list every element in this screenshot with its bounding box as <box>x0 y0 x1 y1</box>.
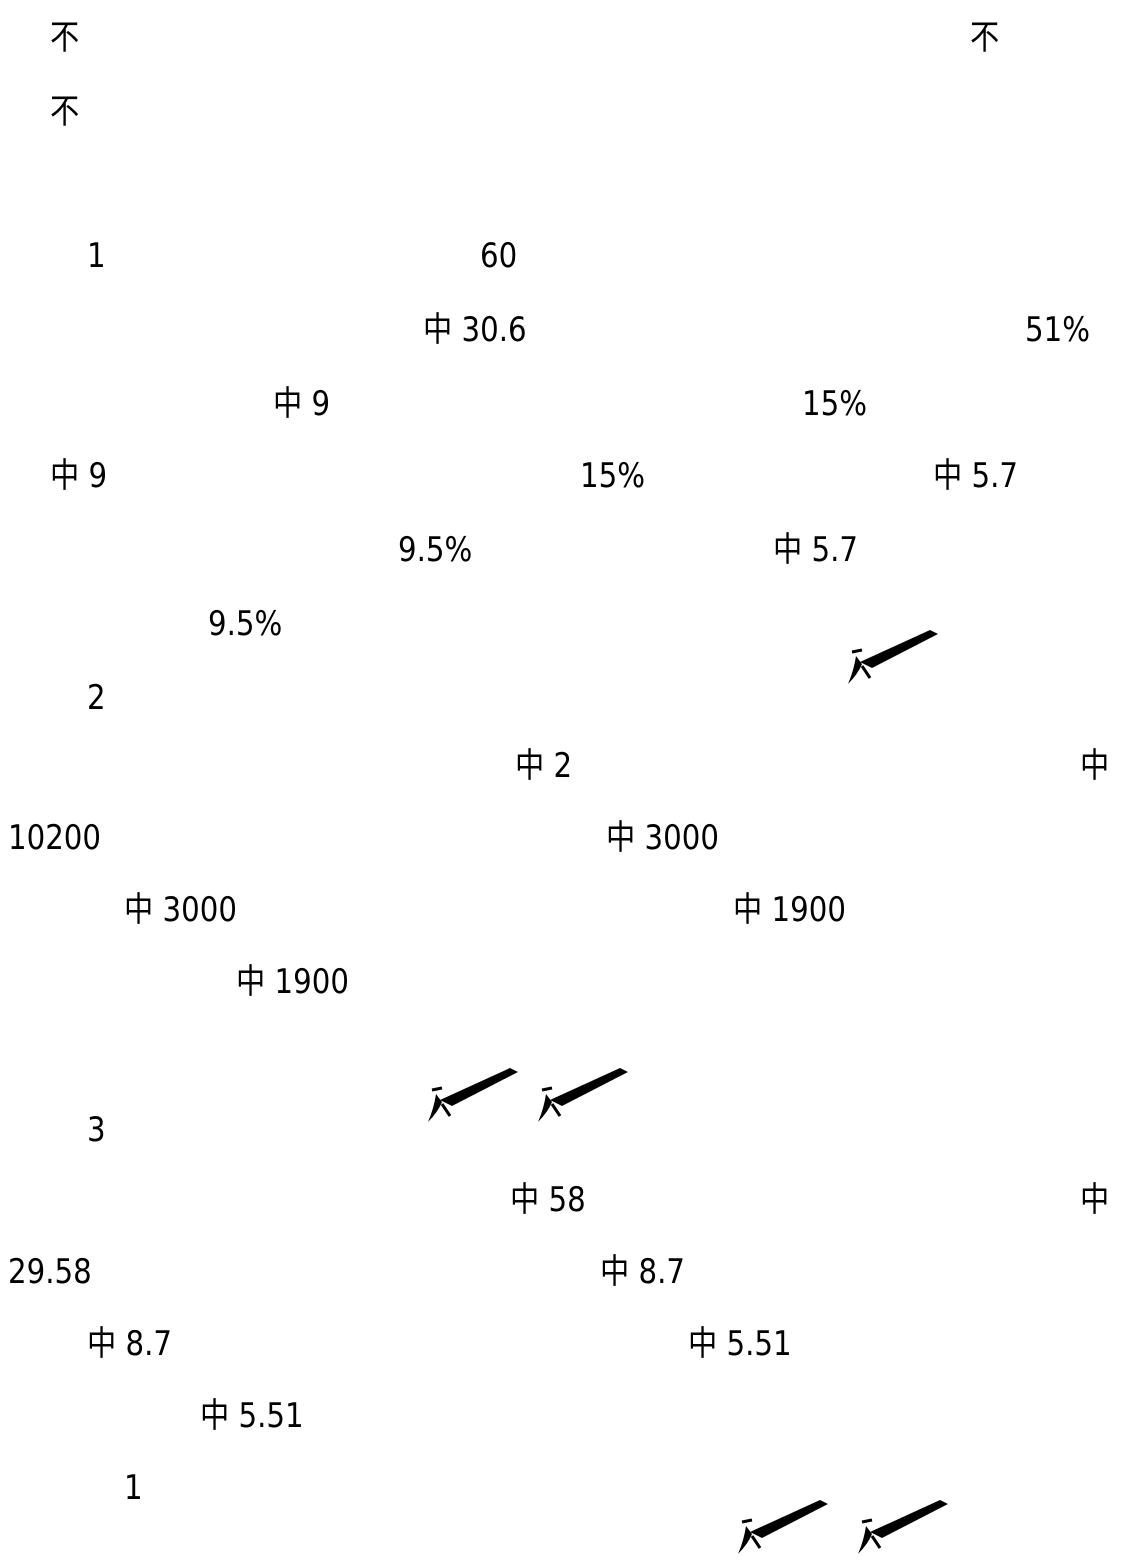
line-percent: 15% <box>580 456 645 496</box>
line-value: 中 9 <box>273 384 331 424</box>
line-value: 中 5.7 <box>933 456 1019 496</box>
brush-stroke-icon <box>852 1496 952 1558</box>
line-number: 29.58 <box>8 1252 92 1292</box>
line-value: 中 58 <box>510 1180 586 1220</box>
line-value: 中 8.7 <box>87 1324 173 1364</box>
brush-stroke-icon <box>732 1496 832 1558</box>
brush-stroke-icon <box>532 1064 632 1126</box>
line-value: 中 5.51 <box>200 1396 304 1436</box>
line-value: 中 5.7 <box>773 530 859 570</box>
line-value: 中 8.7 <box>600 1252 686 1292</box>
line-value: 中 9 <box>50 456 108 496</box>
line-value: 中 3000 <box>124 890 237 930</box>
section-2-number: 2 <box>87 678 106 718</box>
line-value: 中 1900 <box>236 962 349 1002</box>
section-1-number: 1 <box>87 236 106 276</box>
header-char-left: 不 <box>50 18 80 58</box>
line-char: 中 <box>1080 1180 1110 1220</box>
brush-stroke-icon <box>842 626 942 688</box>
line-percent: 9.5% <box>398 530 473 570</box>
header-char-right: 不 <box>970 18 1000 58</box>
header-char-second: 不 <box>50 92 80 132</box>
line-value: 中 30.6 <box>423 310 527 350</box>
line-percent: 9.5% <box>208 604 283 644</box>
line-char: 中 <box>1080 746 1110 786</box>
line-value: 中 2 <box>515 746 573 786</box>
section-1-total: 60 <box>480 236 518 276</box>
section-3-number: 3 <box>87 1110 106 1150</box>
line-value: 中 3000 <box>606 818 719 858</box>
line-value: 中 1900 <box>733 890 846 930</box>
line-percent: 15% <box>802 384 867 424</box>
line-percent: 51% <box>1025 310 1090 350</box>
line-value: 中 5.51 <box>688 1324 792 1364</box>
line-number: 10200 <box>8 818 102 858</box>
brush-stroke-icon <box>422 1064 522 1126</box>
section-number: 1 <box>124 1468 143 1508</box>
